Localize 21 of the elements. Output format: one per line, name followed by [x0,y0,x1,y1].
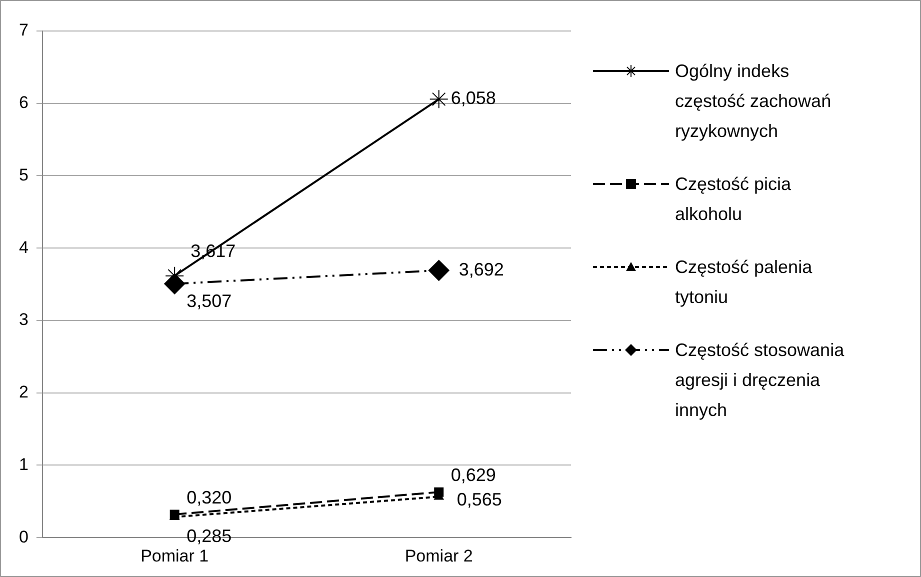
data-label: 0,565 [456,490,502,510]
data-label: 0,629 [450,465,496,486]
y-tick-label: 6 [18,93,28,112]
y-tick-label: 3 [18,310,28,330]
y-tick-label: 0 [18,527,28,546]
data-label: 3,692 [458,259,504,280]
data-label: 6,058 [450,88,496,108]
y-tick-label: 2 [18,382,28,402]
legend-label: Częstość picia alkoholu [675,173,792,226]
x-tick-label: Pomiar 1 [140,546,209,566]
y-tick-label: 7 [18,20,28,40]
data-label: 0,285 [186,526,232,546]
y-tick-label: 5 [18,165,28,184]
legend-label: Częstość palenia tytoniu [675,256,814,309]
legend-label: Ogólny indeks częstość zachowań ryzykownych [675,60,832,143]
data-label: 3,507 [186,290,232,311]
legend-label: Częstość stosowania agresji i dręczenia innych [675,339,846,422]
x-tick-label: Pomiar 2 [404,546,473,566]
y-tick-label: 1 [18,454,28,474]
y-tick-label: 4 [18,238,28,257]
data-label: 0,320 [186,487,232,508]
